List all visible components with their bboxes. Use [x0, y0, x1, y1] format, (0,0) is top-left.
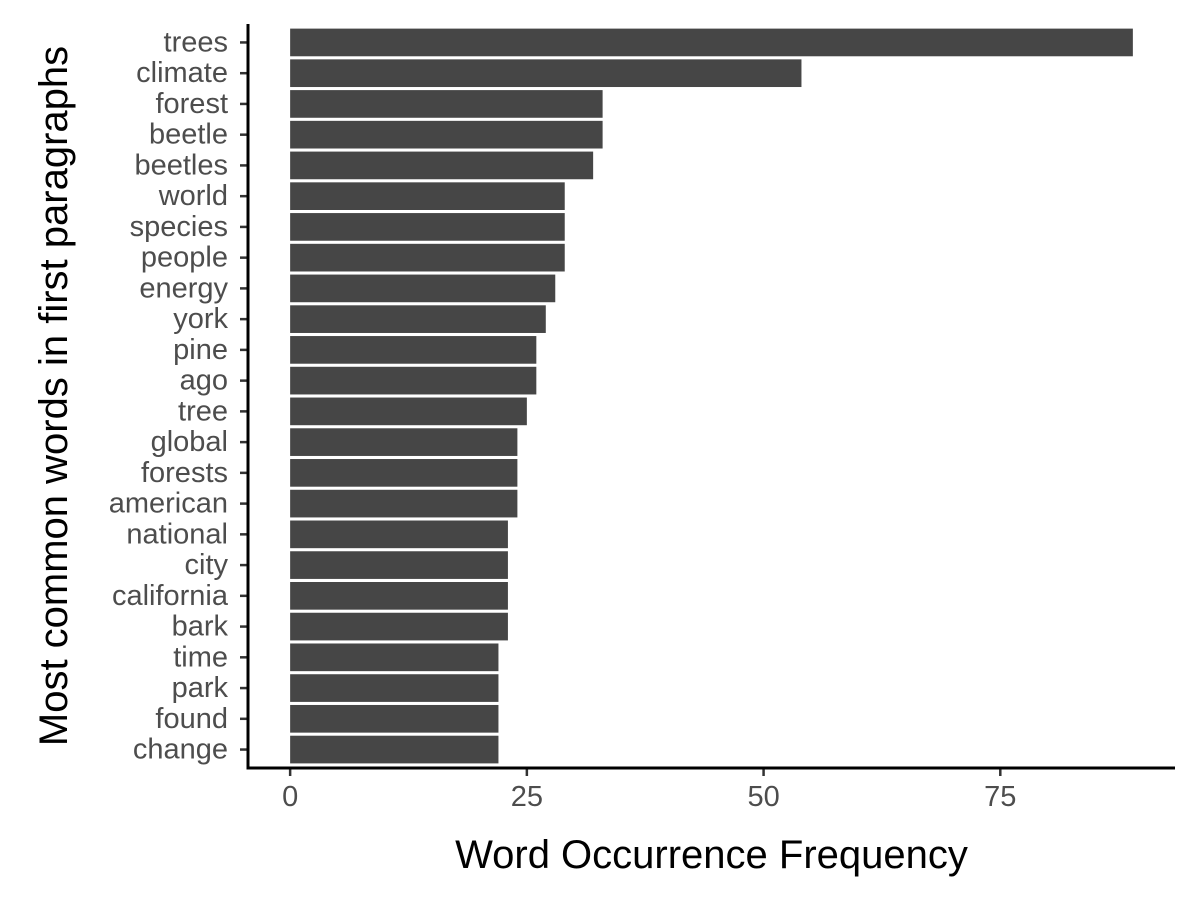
bar-change	[290, 735, 499, 764]
y-tick-label-people: people	[141, 242, 228, 274]
y-tick-label-american: american	[109, 488, 228, 520]
bar-forest	[290, 90, 603, 118]
bar-national	[290, 520, 508, 549]
bar-american	[290, 489, 518, 518]
y-tick-label-national: national	[126, 518, 228, 550]
bar-pine	[290, 336, 537, 364]
y-tick-label-beetles: beetles	[134, 149, 228, 181]
y-tick-label-forests: forests	[141, 457, 228, 489]
bar-forests	[290, 459, 518, 487]
y-tick-label-forest: forest	[155, 88, 228, 120]
y-tick-label-beetle: beetle	[149, 119, 228, 151]
y-tick-label-tree: tree	[178, 395, 228, 427]
y-tick-label-found: found	[155, 703, 228, 735]
x-tick-label-75: 75	[984, 781, 1016, 813]
bar-california	[290, 582, 508, 610]
bar-city	[290, 551, 508, 579]
bar-trees	[290, 28, 1133, 57]
bar-tree	[290, 397, 527, 426]
bar-found	[290, 704, 499, 733]
y-tick-label-species: species	[130, 211, 228, 243]
bar-beetles	[290, 151, 594, 180]
x-axis-tick-labels: 0 25 50 75	[282, 781, 1016, 813]
bar-bark	[290, 612, 508, 641]
x-tick-label-0: 0	[282, 781, 298, 813]
x-axis-title: Word Occurrence Frequency	[455, 833, 968, 877]
y-tick-label-energy: energy	[139, 272, 228, 304]
y-axis-tick-labels: treesclimateforestbeetlebeetlesworldspec…	[109, 26, 229, 765]
bar-world	[290, 182, 565, 210]
y-tick-label-climate: climate	[136, 57, 228, 89]
bar-climate	[290, 59, 802, 88]
y-tick-label-city: city	[185, 549, 229, 581]
bar-energy	[290, 274, 556, 303]
y-tick-label-california: california	[112, 580, 229, 612]
bar-people	[290, 243, 565, 272]
y-tick-label-trees: trees	[164, 26, 228, 58]
bar-ago	[290, 366, 537, 395]
bar-york	[290, 305, 546, 333]
y-tick-label-pine: pine	[173, 334, 228, 366]
y-tick-label-global: global	[151, 426, 228, 458]
bars-group	[290, 28, 1133, 764]
y-axis-title: Most common words in first paragraphs	[32, 46, 76, 746]
y-tick-label-york: york	[173, 303, 228, 335]
bar-time	[290, 643, 499, 672]
y-tick-label-bark: bark	[172, 611, 229, 643]
y-tick-label-ago: ago	[180, 365, 228, 397]
y-tick-label-world: world	[158, 180, 228, 212]
x-tick-label-50: 50	[747, 781, 779, 813]
bar-species	[290, 213, 565, 241]
bar-beetle	[290, 120, 603, 149]
x-tick-label-25: 25	[511, 781, 543, 813]
bar-park	[290, 674, 499, 702]
y-tick-label-change: change	[133, 734, 228, 766]
y-tick-label-park: park	[172, 672, 229, 704]
y-tick-label-time: time	[173, 641, 228, 673]
bar-global	[290, 428, 518, 456]
